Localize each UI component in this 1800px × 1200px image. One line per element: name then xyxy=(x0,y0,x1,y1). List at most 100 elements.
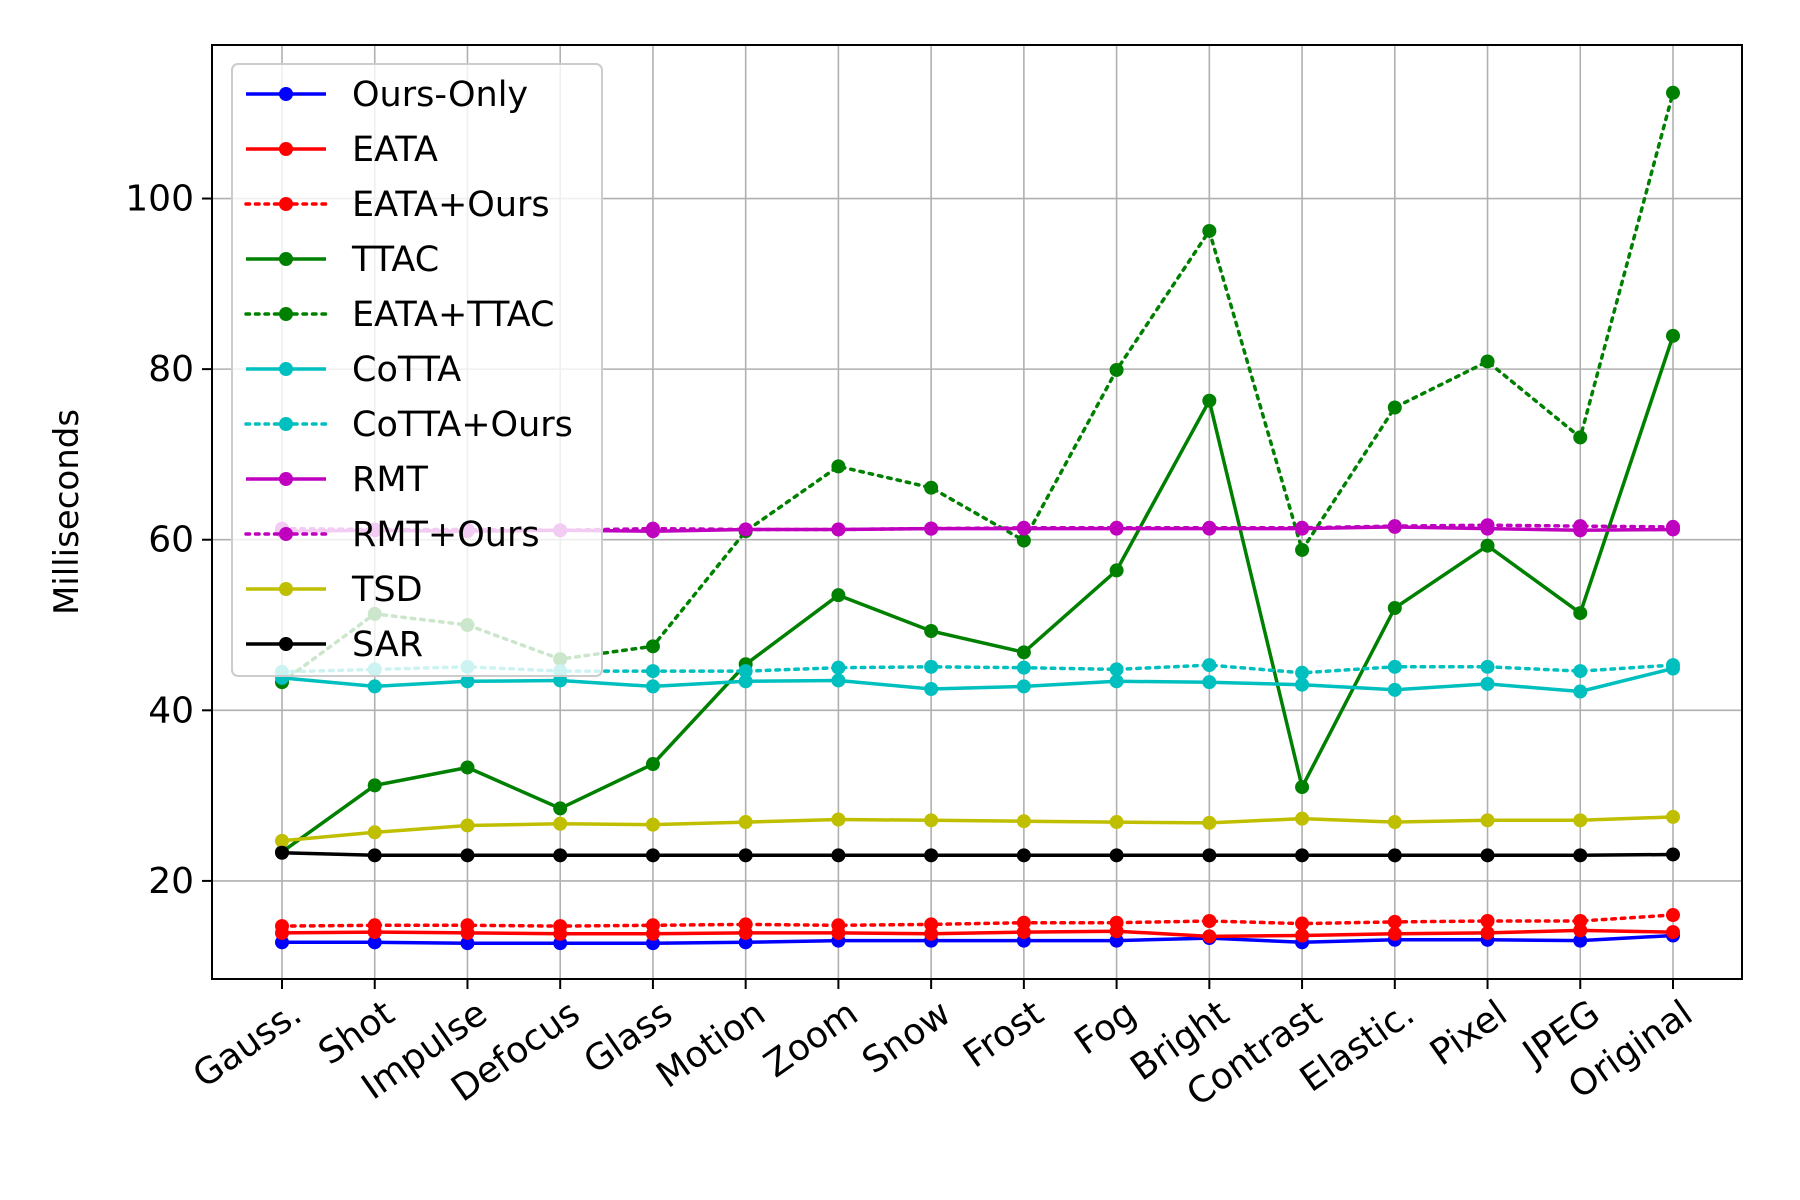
series-tsd xyxy=(275,809,1680,848)
data-point xyxy=(1480,676,1495,691)
data-point xyxy=(275,919,289,934)
data-point xyxy=(1573,913,1588,928)
data-point xyxy=(1387,400,1402,415)
data-point xyxy=(738,674,753,689)
data-point xyxy=(738,522,753,537)
data-point xyxy=(831,588,846,603)
data-point xyxy=(1666,908,1680,923)
data-point xyxy=(738,664,753,679)
data-point xyxy=(1387,519,1402,534)
legend-label: EATA xyxy=(352,130,438,170)
data-point xyxy=(1016,915,1031,930)
data-point xyxy=(1573,813,1588,828)
data-point xyxy=(1666,847,1680,862)
data-point xyxy=(1666,328,1680,343)
data-point xyxy=(1016,660,1031,675)
data-point xyxy=(1480,518,1495,533)
data-point xyxy=(1295,520,1310,535)
data-point xyxy=(275,833,289,848)
series-eata-ours xyxy=(275,908,1680,934)
data-point xyxy=(924,848,939,863)
series-line xyxy=(281,815,1674,843)
data-point xyxy=(924,659,939,674)
legend-marker xyxy=(279,362,293,376)
data-point xyxy=(1202,223,1217,238)
data-point xyxy=(460,848,475,863)
data-point xyxy=(460,760,475,775)
data-point xyxy=(1666,519,1680,534)
data-point xyxy=(831,459,846,474)
data-point xyxy=(1202,929,1217,944)
data-point xyxy=(1666,658,1680,673)
data-point xyxy=(1573,664,1588,679)
data-point xyxy=(1666,85,1680,100)
data-point xyxy=(1480,925,1495,940)
data-point xyxy=(1109,674,1124,689)
data-point xyxy=(1295,916,1310,931)
data-point xyxy=(1573,606,1588,621)
data-point xyxy=(1387,600,1402,615)
data-point xyxy=(738,848,753,863)
series-line xyxy=(281,928,1674,939)
data-point xyxy=(1016,848,1031,863)
legend-marker xyxy=(279,142,293,156)
data-point xyxy=(367,679,382,694)
data-point xyxy=(1480,659,1495,674)
data-point xyxy=(1666,809,1680,824)
data-point xyxy=(1016,679,1031,694)
data-point xyxy=(1480,354,1495,369)
y-tick-label: 40 xyxy=(148,690,194,731)
series-sar xyxy=(275,845,1680,863)
data-point xyxy=(1202,675,1217,690)
legend-label: Ours-Only xyxy=(352,75,528,115)
data-point xyxy=(553,848,568,863)
data-point xyxy=(367,825,382,840)
data-point xyxy=(645,918,660,933)
data-point xyxy=(645,848,660,863)
series-line xyxy=(282,933,1674,945)
data-point xyxy=(1387,914,1402,929)
series-line xyxy=(280,913,1675,928)
data-point xyxy=(1202,815,1217,830)
legend-label: CoTTA xyxy=(352,350,461,390)
data-point xyxy=(1109,362,1124,377)
data-point xyxy=(1295,677,1310,692)
legend-label: RMT xyxy=(352,460,429,500)
y-axis-label: Milliseconds xyxy=(47,409,87,615)
data-point xyxy=(367,935,382,950)
data-point xyxy=(1480,538,1495,553)
data-point xyxy=(924,623,939,638)
data-point xyxy=(1387,659,1402,674)
data-point xyxy=(1109,662,1124,677)
data-point xyxy=(1202,658,1217,673)
data-point xyxy=(1016,645,1031,660)
plot-frame xyxy=(211,44,1743,980)
series-line xyxy=(280,335,1675,854)
data-point xyxy=(1387,682,1402,697)
legend-label: RMT+Ours xyxy=(352,515,540,555)
series-ttac xyxy=(275,328,1680,859)
data-point xyxy=(553,919,568,934)
data-point xyxy=(553,801,568,816)
data-point xyxy=(1109,848,1124,863)
data-point xyxy=(1387,815,1402,830)
data-point xyxy=(924,917,939,932)
data-point xyxy=(460,936,475,951)
data-point xyxy=(1109,520,1124,535)
data-point xyxy=(1016,533,1031,548)
data-point xyxy=(1202,393,1217,408)
data-point xyxy=(367,918,382,933)
legend-marker xyxy=(279,472,293,486)
legend-label: TTAC xyxy=(351,240,439,280)
data-point xyxy=(1109,563,1124,578)
data-point xyxy=(645,817,660,832)
data-point xyxy=(1295,780,1310,795)
y-tick-label: 100 xyxy=(125,179,194,220)
legend-marker xyxy=(279,527,293,541)
data-point xyxy=(645,664,660,679)
data-point xyxy=(645,679,660,694)
y-tick-label: 60 xyxy=(148,520,194,561)
data-point xyxy=(645,639,660,654)
data-point xyxy=(738,815,753,830)
